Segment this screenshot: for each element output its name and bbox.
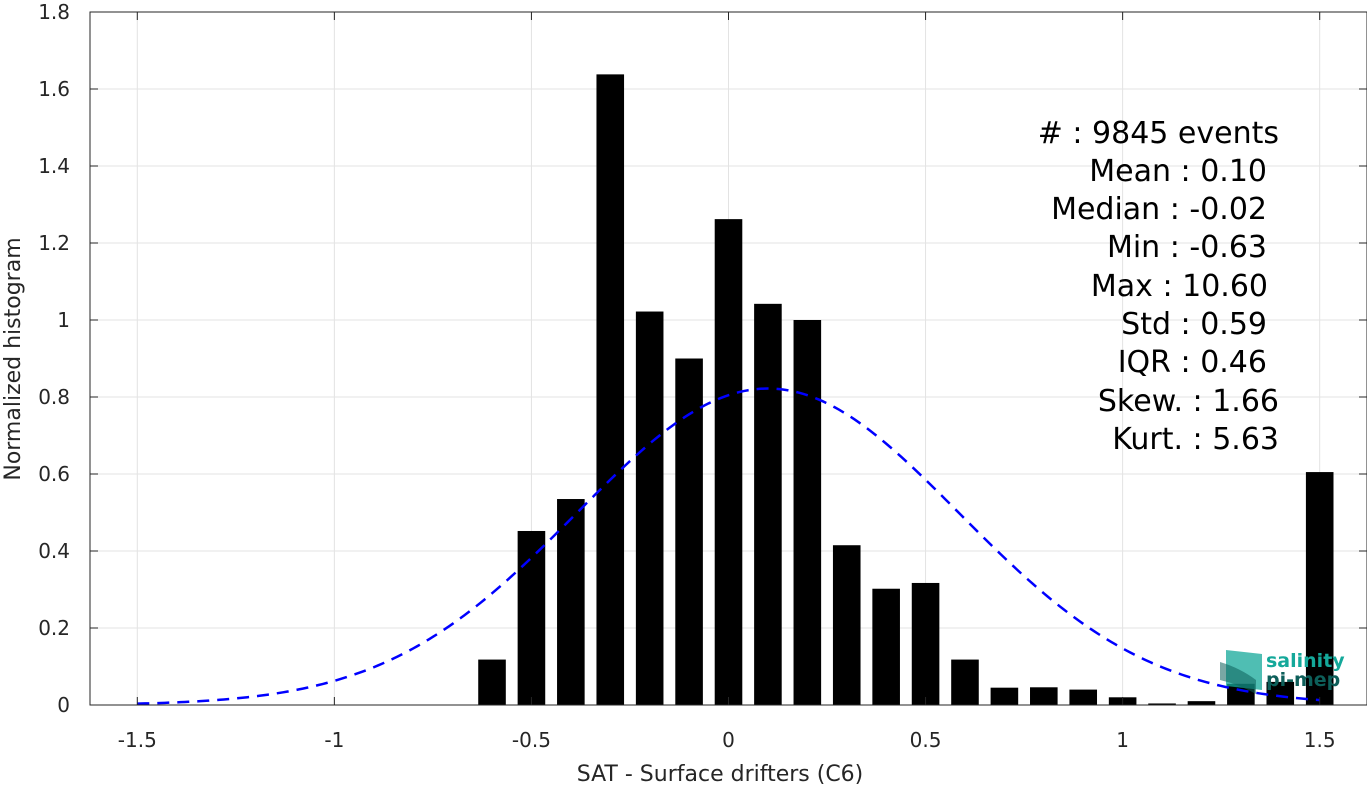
x-axis-title: SAT - Surface drifters (C6) (577, 762, 864, 785)
histogram-bar-11 (911, 582, 940, 705)
histogram-bar-0 (478, 659, 506, 705)
x-tick-label-3: 0 (722, 728, 735, 752)
logo-text-salinity: salinity (1266, 650, 1345, 672)
histogram-bar-6 (714, 219, 743, 705)
histogram-bar-13 (990, 687, 1019, 705)
y-tick-label-7: 1.4 (38, 154, 70, 178)
y-tick-label-4: 0.8 (38, 385, 70, 409)
y-axis-title: Normalized histogram (1, 237, 26, 480)
statistics-annotation: # : 9845 events Mean : 0.10 Median : -0.… (1038, 116, 1279, 457)
histogram-bars (478, 74, 1334, 706)
histogram-bar-1 (517, 530, 546, 705)
histogram-bar-8 (793, 320, 822, 705)
y-tick-label-5: 1 (57, 308, 70, 332)
stat-kurt: Kurt. : 5.63 (1112, 422, 1279, 457)
x-tick-label-0: -1.5 (118, 728, 157, 752)
stat-events: # : 9845 events (1038, 116, 1279, 151)
histogram-bar-21 (1305, 472, 1334, 705)
gaussian-fit-curve (137, 387, 1320, 705)
histogram-bar-20 (1266, 681, 1295, 705)
stat-iqr: IQR : 0.46 (1118, 345, 1267, 380)
tick-labels: -1.5 -1 -0.5 0 0.5 1 1.5 0 0.2 0.4 0.6 0.8 1 1.2 1.4 1.… (38, 0, 1335, 752)
histogram-bar-9 (832, 545, 861, 705)
logo-text-pimep: pi-mep (1266, 669, 1340, 691)
histogram-bar-10 (872, 588, 900, 705)
histogram-bar-14 (1030, 687, 1058, 705)
histogram-bar-12 (951, 659, 979, 705)
stat-max: Max : 10.60 (1091, 269, 1268, 304)
logo-wave-icon-shade (1220, 662, 1256, 694)
stat-mean: Mean : 0.10 (1089, 154, 1267, 189)
salinity-pimep-logo: salinity pi-mep (1220, 650, 1345, 694)
y-tick-label-1: 0.2 (38, 616, 70, 640)
stat-std: Std : 0.59 (1121, 307, 1267, 342)
x-tick-label-4: 0.5 (910, 728, 942, 752)
y-tick-label-0: 0 (57, 693, 70, 717)
x-tick-label-2: -0.5 (512, 728, 551, 752)
y-tick-label-6: 1.2 (38, 231, 70, 255)
y-tick-label-2: 0.4 (38, 539, 70, 563)
stat-min: Min : -0.63 (1107, 230, 1267, 265)
y-tick-label-8: 1.6 (38, 77, 70, 101)
x-tick-label-5: 1 (1116, 728, 1129, 752)
histogram-bar-2 (557, 499, 585, 705)
x-tick-label-1: -1 (324, 728, 344, 752)
y-tick-label-9: 1.8 (38, 0, 70, 24)
axis-ticks (90, 11, 1367, 706)
y-tick-label-3: 0.6 (38, 462, 70, 486)
histogram-bar-4 (635, 311, 664, 705)
histogram-bar-7 (754, 303, 782, 705)
histogram-bar-5 (675, 358, 703, 705)
histogram-bar-18 (1187, 701, 1216, 705)
stat-skew: Skew. : 1.66 (1098, 384, 1279, 419)
histogram-bar-3 (596, 74, 625, 706)
stat-median: Median : -0.02 (1051, 192, 1267, 227)
histogram-bar-17 (1148, 703, 1176, 705)
x-tick-label-6: 1.5 (1304, 728, 1336, 752)
histogram-bar-15 (1069, 689, 1098, 705)
